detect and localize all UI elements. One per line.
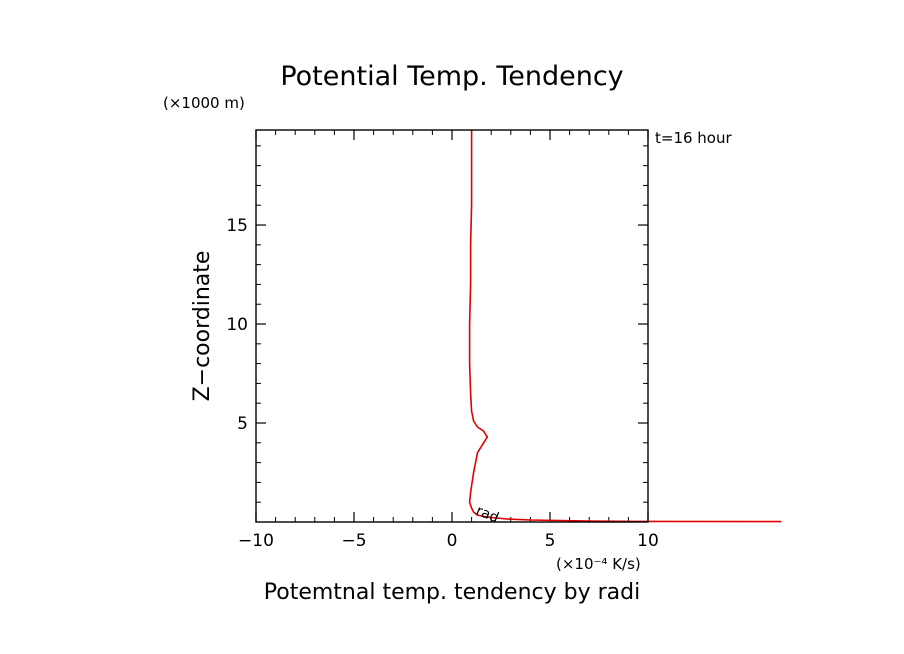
x-unit-label: (×10⁻⁴ K/s) (556, 555, 641, 573)
x-tick-label: −10 (238, 531, 274, 551)
x-axis-label: Potemtnal temp. tendency by radi (264, 580, 640, 605)
axis-ticks: −10 −5 0 5 10 5 10 15 (226, 130, 659, 551)
chart-title: Potential Temp. Tendency (280, 61, 623, 92)
x-tick-label: −5 (341, 531, 366, 551)
series-label-rad: rad (474, 503, 502, 527)
x-tick-label: 5 (545, 531, 556, 551)
series-line-rad (468, 130, 782, 523)
y-tick-label: 10 (226, 315, 248, 335)
x-tick-label: 10 (637, 531, 659, 551)
y-tick-label: 15 (226, 216, 248, 236)
y-tick-label: 5 (237, 414, 248, 434)
y-axis-label: Z−coordinate (190, 251, 215, 402)
series-group (468, 130, 782, 523)
time-label: t=16 hour (655, 129, 732, 147)
x-tick-label: 0 (447, 531, 458, 551)
y-unit-label: (×1000 m) (163, 94, 245, 112)
plot-frame (255, 129, 649, 523)
